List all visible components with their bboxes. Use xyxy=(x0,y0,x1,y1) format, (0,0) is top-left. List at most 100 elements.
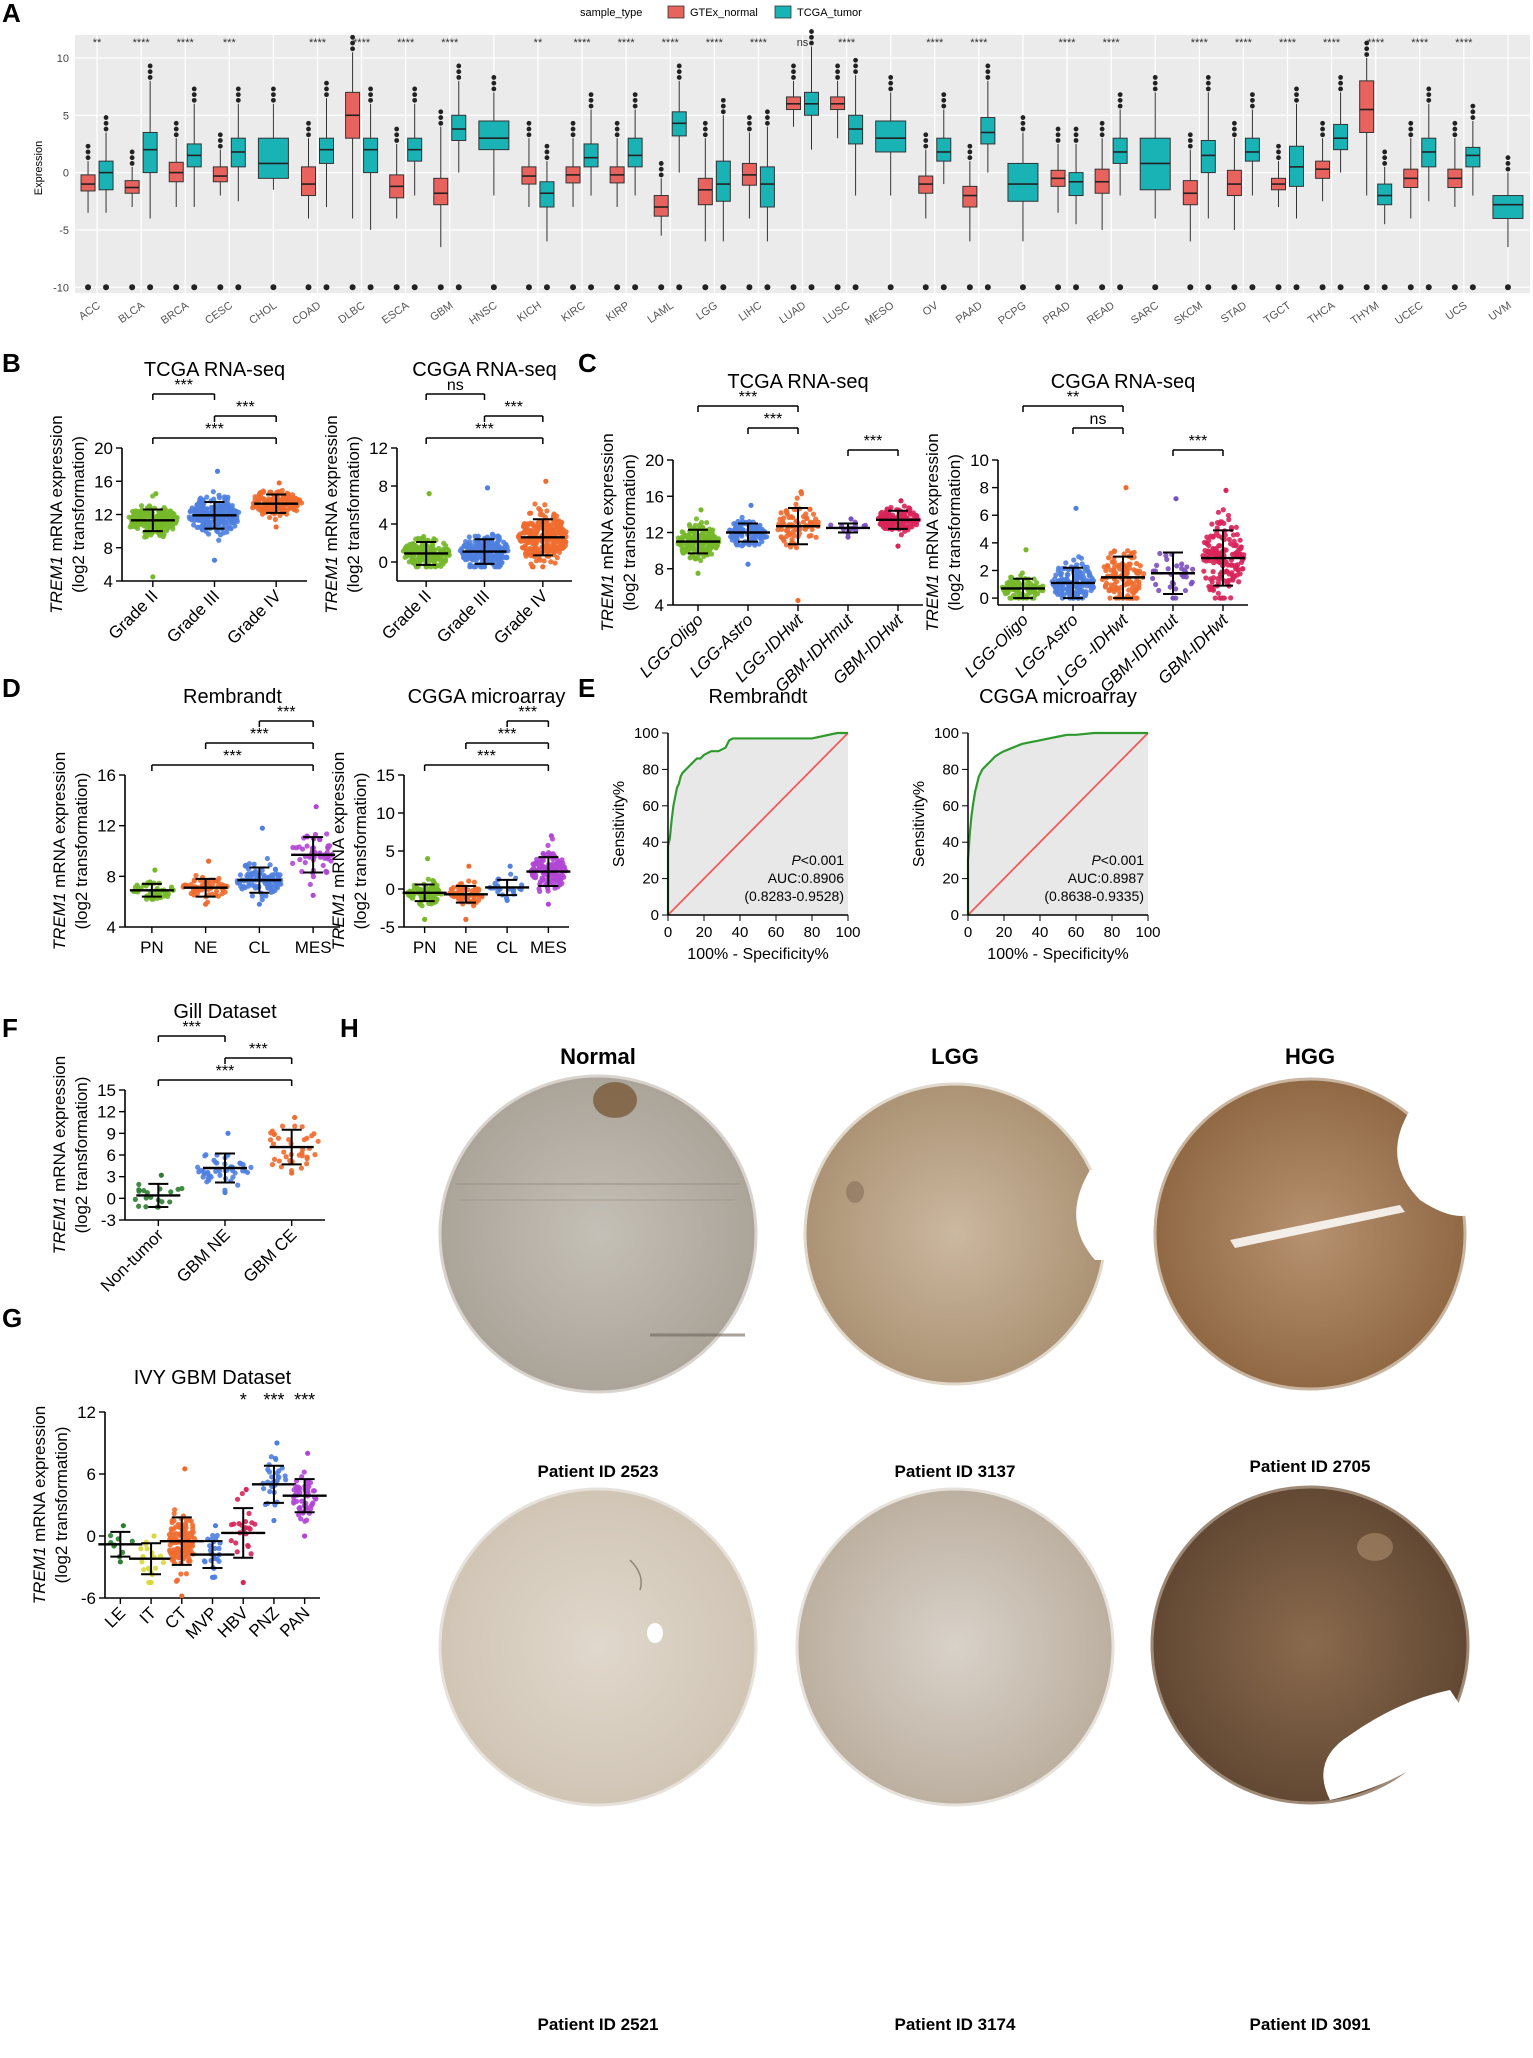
data-point xyxy=(494,560,500,566)
a-xtick-label: READ xyxy=(1085,300,1117,327)
a-outlier xyxy=(1470,109,1476,115)
a-outlier xyxy=(491,80,497,86)
data-point xyxy=(545,842,551,849)
a-outlier xyxy=(350,46,355,52)
a-outlier xyxy=(676,69,682,75)
a-outlier xyxy=(746,284,753,291)
data-point xyxy=(188,882,194,888)
ytick-label: 60 xyxy=(642,798,659,815)
a-outlier xyxy=(614,126,620,132)
patient-id-3091: Patient ID 3091 xyxy=(1250,2015,1371,2034)
xtick-label: LE xyxy=(101,1603,129,1631)
data-point xyxy=(128,521,135,528)
data-point xyxy=(234,518,240,524)
data-point xyxy=(182,1547,188,1553)
xtick-label: GBM NE xyxy=(173,1225,234,1286)
data-point xyxy=(234,1549,240,1555)
a-outlier xyxy=(324,80,329,86)
a-outlier xyxy=(1426,86,1432,92)
data-point xyxy=(698,557,704,564)
data-point xyxy=(296,497,303,503)
data-point xyxy=(244,873,250,879)
data-point xyxy=(519,544,526,551)
a-significance-label: **** xyxy=(1235,37,1253,49)
data-point xyxy=(224,529,230,535)
data-point xyxy=(493,534,499,540)
a-outlier xyxy=(614,120,620,126)
a-outlier xyxy=(103,126,109,132)
data-point xyxy=(204,494,210,500)
data-point xyxy=(460,895,467,901)
ytick-label: 15 xyxy=(376,766,395,785)
data-point xyxy=(779,518,786,525)
a-outlier xyxy=(720,284,727,291)
a-xtick-label: PAAD xyxy=(954,300,985,327)
data-point xyxy=(246,1510,252,1517)
a-outlier xyxy=(438,109,444,115)
a-outlier xyxy=(985,63,991,69)
data-point xyxy=(1173,496,1179,502)
data-point xyxy=(529,528,535,535)
data-point xyxy=(158,1553,164,1559)
bracket-label: *** xyxy=(864,433,883,450)
a-outlier xyxy=(271,92,276,98)
data-point xyxy=(701,553,707,559)
data-point xyxy=(544,508,550,514)
data-point xyxy=(251,861,257,867)
a-outlier xyxy=(923,138,929,143)
significance-star: *** xyxy=(263,1390,284,1410)
data-point xyxy=(845,534,851,540)
a-outlier xyxy=(1452,120,1458,126)
panel-b-tcga-chart: TCGA RNA-seq 4 8 12 16 20 TREM1 mRNA expressio… xyxy=(47,359,307,648)
a-box-normal xyxy=(1359,80,1375,133)
a-xtick-label: PCPG xyxy=(996,300,1028,328)
data-point xyxy=(214,468,221,474)
a-outlier xyxy=(1073,132,1079,138)
data-point xyxy=(414,556,420,563)
ytick-label: 4 xyxy=(980,534,989,553)
a-outlier xyxy=(544,149,550,155)
data-point xyxy=(168,1529,174,1535)
a-outlier xyxy=(791,69,796,75)
data-point xyxy=(449,886,455,892)
a-significance-label: **** xyxy=(926,37,944,49)
a-outlier xyxy=(1364,52,1370,57)
data-point xyxy=(209,518,215,525)
data-point xyxy=(315,1138,321,1144)
legend-tumor-label: TCGA_tumor xyxy=(797,7,862,19)
ihc-lgg-top xyxy=(803,1082,1115,1386)
chart-title: IVY GBM Dataset xyxy=(134,1367,292,1389)
data-point xyxy=(206,531,212,537)
a-outlier xyxy=(720,97,726,103)
data-point xyxy=(310,1488,316,1494)
data-point xyxy=(166,511,172,517)
a-outlier xyxy=(1338,86,1343,92)
a-outlier xyxy=(456,75,462,80)
a-box-tumor xyxy=(539,181,555,208)
a-outlier xyxy=(147,69,153,75)
data-point xyxy=(731,521,737,527)
data-point xyxy=(201,1169,207,1175)
data-point xyxy=(323,869,330,875)
data-point xyxy=(126,514,132,520)
a-xtick-label: UVM xyxy=(1487,300,1514,324)
data-point xyxy=(828,522,834,528)
xtick-label: NE xyxy=(194,938,218,957)
data-point xyxy=(199,523,205,529)
ylabel: TREM1 mRNA expression xyxy=(923,433,942,631)
data-point xyxy=(1231,538,1237,544)
panel-g-ivy-chart: IVY GBM Dataset -6 0 6 12 TREM1 mRNA expressi… xyxy=(30,1367,327,1643)
a-box-tumor xyxy=(142,131,158,174)
data-point xyxy=(1107,595,1113,601)
data-point xyxy=(228,504,234,510)
a-outlier xyxy=(173,126,179,132)
data-point xyxy=(555,863,562,869)
data-point xyxy=(1111,548,1117,555)
data-point xyxy=(259,867,265,874)
data-point xyxy=(255,506,262,512)
panel-a-xlabels: ACC BLCA BRCA CESC CHOL COAD DLBC ESCA GBM HNSC KI… xyxy=(77,299,1514,328)
data-point xyxy=(300,1147,306,1153)
xtick-label: MVP xyxy=(182,1603,221,1642)
data-point xyxy=(1209,579,1215,585)
data-point xyxy=(213,888,220,894)
